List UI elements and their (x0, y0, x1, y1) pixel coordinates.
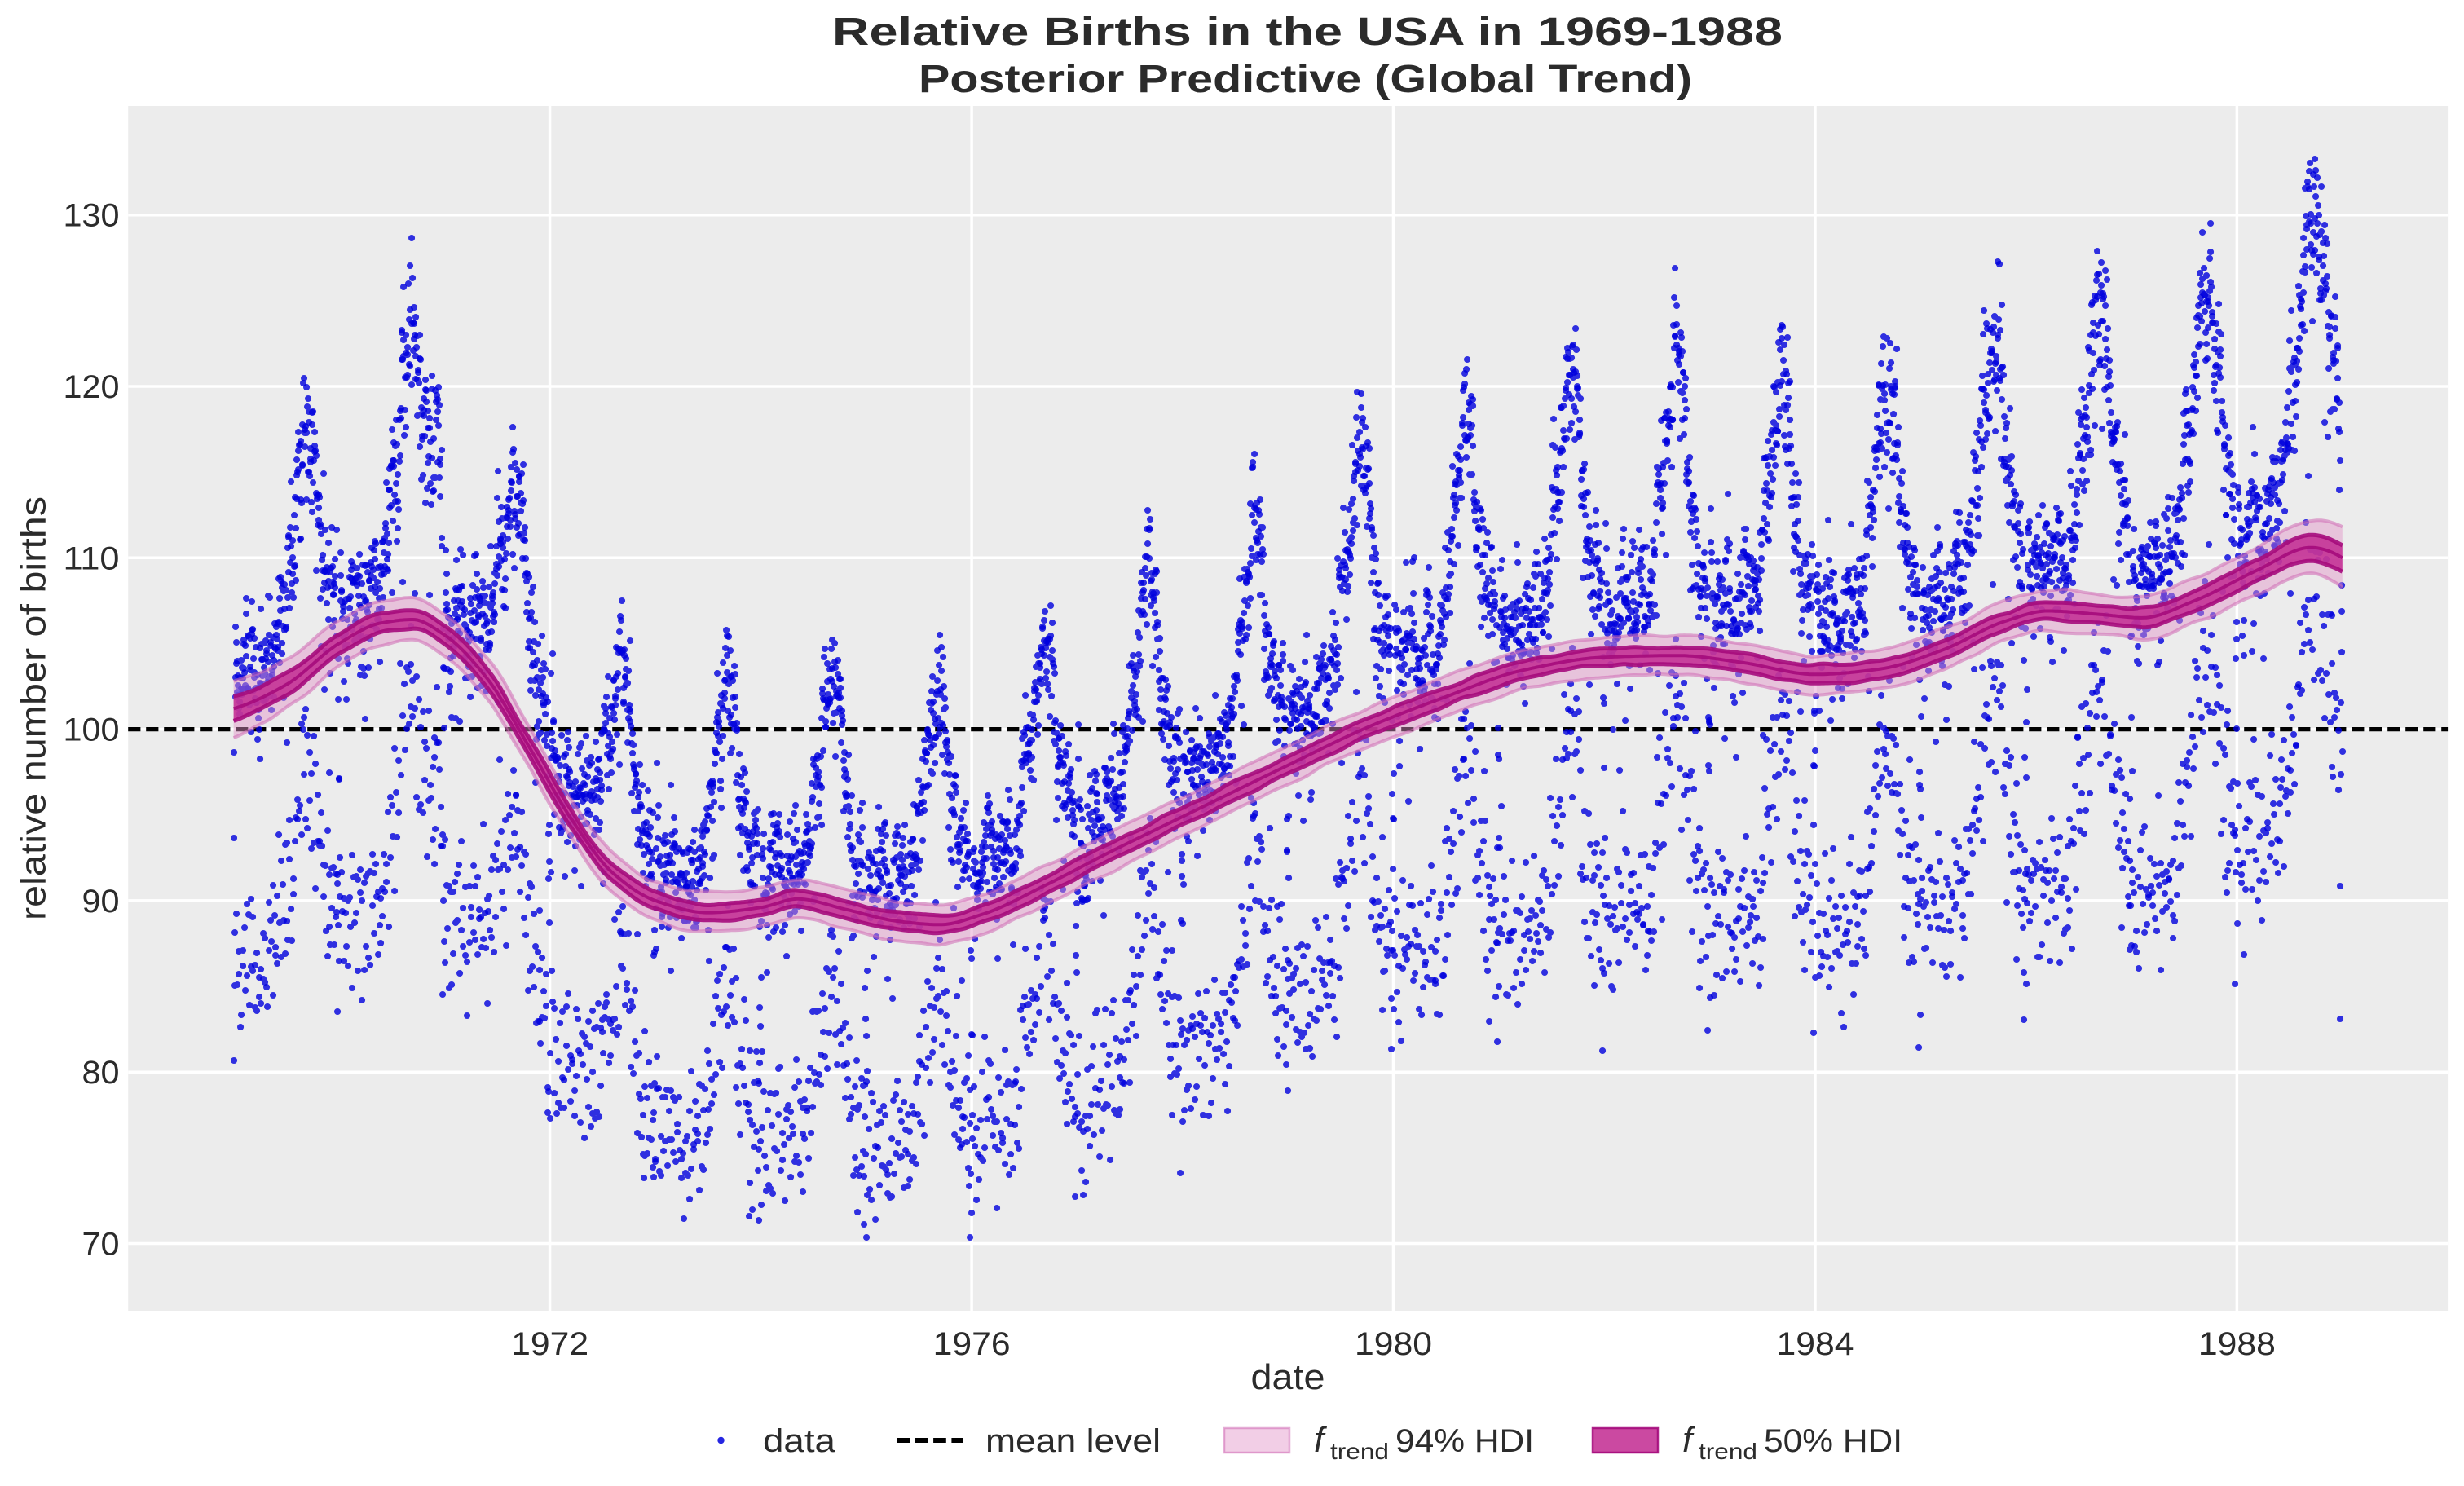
svg-text:80: 80 (82, 1055, 120, 1091)
svg-text:trend: trend (1330, 1439, 1389, 1464)
svg-text:1976: 1976 (933, 1326, 1011, 1362)
svg-text:mean level: mean level (985, 1423, 1161, 1459)
svg-text:110: 110 (64, 540, 120, 576)
svg-text:94% HDI: 94% HDI (1395, 1423, 1534, 1459)
svg-text:1972: 1972 (511, 1326, 588, 1362)
svg-text:90: 90 (82, 884, 120, 919)
svg-text:trend: trend (1699, 1439, 1757, 1464)
svg-text:Posterior Predictive (Global T: Posterior Predictive (Global Trend) (919, 58, 1692, 101)
svg-text:1980: 1980 (1355, 1326, 1432, 1362)
svg-text:Relative Births in the USA in: Relative Births in the USA in 1969-1988 (832, 11, 1783, 54)
svg-text:120: 120 (64, 369, 120, 405)
svg-text:data: data (763, 1423, 836, 1459)
svg-text:1984: 1984 (1777, 1326, 1854, 1362)
svg-text:130: 130 (64, 198, 120, 234)
svg-text:date: date (1251, 1357, 1325, 1397)
svg-text:70: 70 (82, 1227, 120, 1263)
svg-text:50% HDI: 50% HDI (1764, 1423, 1902, 1459)
svg-text:relative number of births: relative number of births (14, 496, 54, 920)
svg-text:1988: 1988 (2198, 1326, 2276, 1362)
svg-text:100: 100 (64, 712, 120, 748)
